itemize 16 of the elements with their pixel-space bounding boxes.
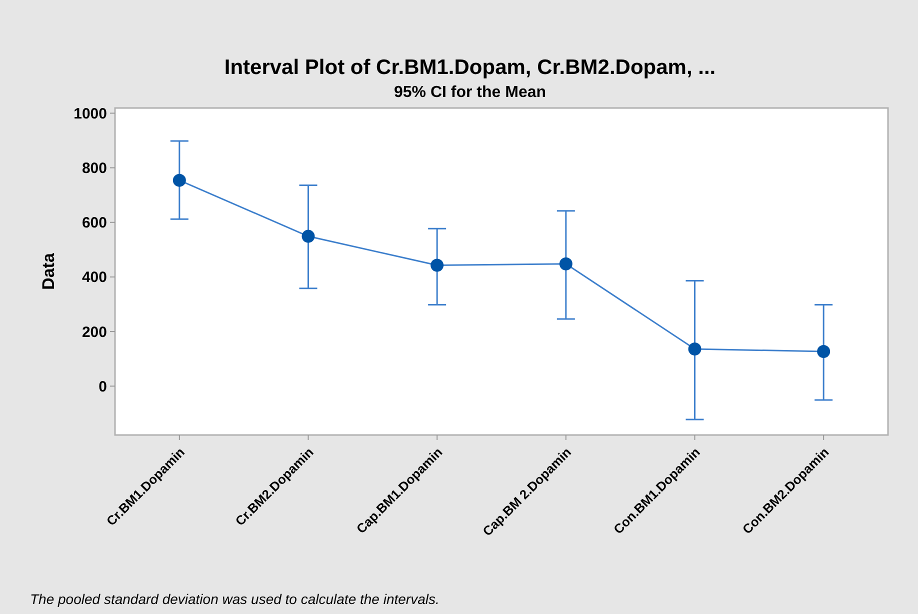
chart-subtitle: 95% CI for the Mean <box>394 84 546 101</box>
y-tick-label: 600 <box>82 214 107 232</box>
y-tick-label: 200 <box>82 324 107 341</box>
point <box>688 342 702 356</box>
chart-title: Interval Plot of Cr.BM1.Dopam, Cr.BM2.Dopam, ... <box>224 56 716 79</box>
y-tick-label: 400 <box>82 269 107 286</box>
point <box>172 174 186 187</box>
text: The pooled standard deviation was used to calculate the intervals. <box>30 591 440 607</box>
point <box>302 230 315 243</box>
point <box>559 257 572 270</box>
y-axis-title: Data <box>39 252 58 290</box>
y-tick-label: 800 <box>82 160 107 178</box>
point <box>817 344 830 358</box>
y-tick-label: 0 <box>98 378 107 396</box>
point <box>430 258 444 272</box>
y-tick-label: 1000 <box>74 105 107 122</box>
